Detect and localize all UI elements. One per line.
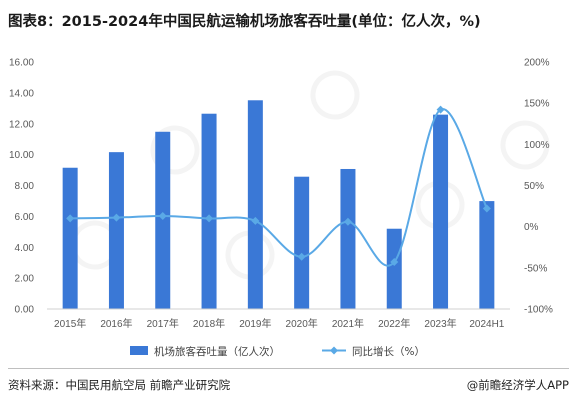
right-axis: -100% -50% 0% 50% 100% 150% 200% — [524, 58, 553, 316]
line-series — [66, 105, 491, 267]
watermark-mark — [310, 70, 360, 120]
x-tick-label: 2022年 — [378, 317, 410, 330]
x-tick-label: 2015年 — [54, 317, 86, 330]
bar — [340, 168, 356, 309]
bar — [386, 228, 402, 309]
x-tick-label: 2024H1 — [469, 319, 504, 330]
chart-title: 图表8：2015-2024年中国民航运输机场旅客吞吐量(单位：亿人次，%) — [8, 14, 481, 30]
left-tick-label: 16.00 — [9, 58, 34, 69]
growth-point — [251, 216, 260, 225]
x-tick-label: 2023年 — [424, 317, 456, 330]
growth-point — [390, 257, 399, 266]
legend-line-label: 同比增长（%） — [352, 345, 425, 358]
chart-area: 0.00 2.00 4.00 6.00 8.00 10.00 12.00 14.00 16.00… — [9, 58, 553, 359]
right-tick-label: 150% — [524, 99, 550, 110]
left-tick-label: 12.00 — [9, 119, 34, 130]
left-tick-label: 10.00 — [9, 150, 34, 161]
watermark-mark — [415, 180, 465, 230]
x-tick-label: 2018年 — [193, 317, 225, 330]
growth-point — [482, 204, 491, 213]
watermark-mark — [150, 125, 200, 175]
watermark-mark — [500, 120, 550, 170]
left-tick-label: 0.00 — [15, 305, 35, 316]
legend-line-marker — [330, 346, 338, 355]
bar — [247, 100, 263, 309]
bar — [479, 201, 495, 309]
growth-point — [436, 105, 445, 114]
x-axis: 2015年 2016年 2017年 2018年 2019年 2020年 2021年 2022年… — [54, 317, 505, 330]
left-axis: 0.00 2.00 4.00 6.00 8.00 10.00 12.00 14.00 16.00 — [9, 58, 34, 316]
watermark-logo — [500, 120, 550, 170]
bar — [155, 131, 171, 309]
x-tick-label: 2019年 — [239, 317, 271, 330]
bar-series — [62, 100, 495, 309]
bar — [108, 152, 124, 309]
right-tick-label: 50% — [524, 181, 544, 192]
growth-point — [205, 214, 214, 223]
growth-point — [66, 214, 75, 223]
legend-bar-label: 机场旅客吞吐量（亿人次） — [154, 345, 280, 358]
x-tick-label: 2017年 — [147, 317, 179, 330]
source-note: 资料来源：中国民用航空局 前瞻产业研究院 — [8, 378, 231, 392]
watermark-logo — [310, 70, 360, 120]
right-tick-label: 0% — [524, 222, 539, 233]
growth-point — [297, 252, 306, 261]
left-tick-label: 2.00 — [15, 274, 35, 285]
growth-point — [112, 213, 121, 222]
legend: 机场旅客吞吐量（亿人次） 同比增长（%） — [130, 345, 425, 358]
left-tick-label: 4.00 — [15, 243, 35, 254]
left-tick-label: 8.00 — [15, 181, 35, 192]
left-tick-label: 14.00 — [9, 88, 34, 99]
bar — [62, 167, 78, 309]
left-tick-label: 6.00 — [15, 212, 35, 223]
bar — [433, 114, 449, 309]
x-tick-label: 2020年 — [286, 317, 318, 330]
right-tick-label: -50% — [524, 263, 547, 274]
footer-divider — [8, 368, 569, 369]
bar — [294, 176, 310, 309]
bar — [201, 113, 217, 309]
x-tick-label: 2016年 — [100, 317, 132, 330]
right-tick-label: -100% — [524, 305, 553, 316]
right-tick-label: 100% — [524, 140, 550, 151]
growth-point — [158, 211, 167, 220]
x-tick-label: 2021年 — [332, 317, 364, 330]
legend-bar-swatch — [130, 346, 148, 355]
watermark-logo — [150, 125, 200, 175]
growth-point — [343, 217, 352, 226]
brand-credit: @前瞻经济学人APP — [466, 378, 569, 392]
watermark-logo — [415, 180, 465, 230]
right-tick-label: 200% — [524, 58, 550, 69]
